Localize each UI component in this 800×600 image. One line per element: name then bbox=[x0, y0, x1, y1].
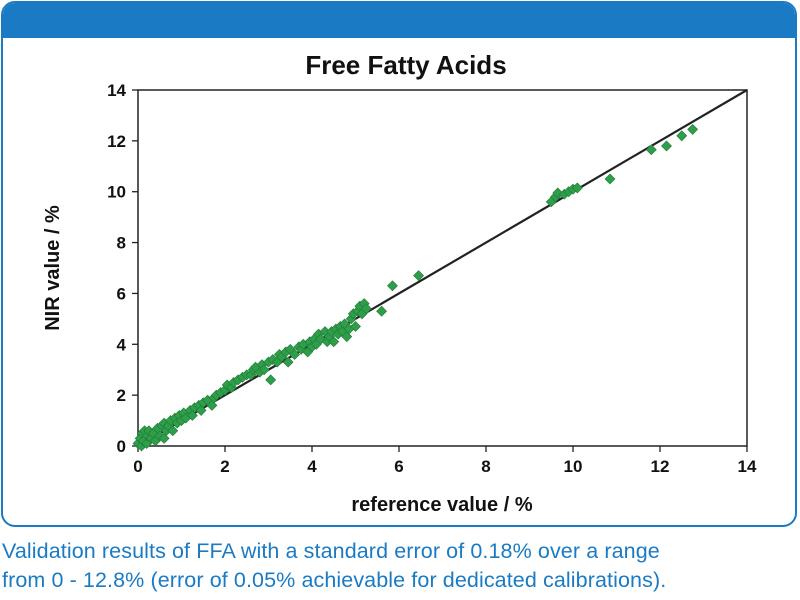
data-point bbox=[282, 356, 294, 368]
x-tick-label: 12 bbox=[651, 457, 670, 476]
x-axis-label: reference value / % bbox=[351, 494, 532, 516]
data-point bbox=[350, 321, 361, 332]
data-point bbox=[258, 364, 270, 376]
caption-line-1: Validation results of FFA with a standar… bbox=[2, 539, 660, 563]
data-point bbox=[687, 123, 699, 135]
x-tick-label: 8 bbox=[481, 457, 490, 476]
chart-frame bbox=[1, 1, 797, 527]
y-tick-label: 10 bbox=[107, 183, 126, 202]
data-point bbox=[328, 336, 340, 348]
data-point bbox=[376, 305, 388, 317]
data-point bbox=[645, 144, 657, 156]
x-tick-label: 0 bbox=[133, 457, 142, 476]
data-point bbox=[206, 399, 218, 411]
y-axis-label: NIR value / % bbox=[42, 205, 64, 331]
plot-area bbox=[137, 89, 748, 447]
data-point bbox=[265, 374, 277, 386]
x-tick-label: 2 bbox=[220, 457, 229, 476]
x-tick-label: 14 bbox=[738, 457, 757, 476]
data-point bbox=[360, 303, 372, 315]
y-tick-label: 6 bbox=[117, 284, 126, 303]
x-tick-label: 6 bbox=[394, 457, 403, 476]
reference-line bbox=[137, 89, 748, 447]
scatter-chart: Free Fatty Acids 0 2 4 6 8 10 12 14 0 2 4 6 8 10 12 14… bbox=[42, 50, 757, 516]
data-point bbox=[413, 270, 424, 282]
y-tick-label: 8 bbox=[117, 234, 126, 253]
y-tick-label: 2 bbox=[117, 386, 126, 405]
data-points bbox=[132, 123, 699, 452]
data-point bbox=[676, 130, 688, 142]
caption-line-2: from 0 - 12.8% (error of 0.05% achievabl… bbox=[2, 568, 667, 592]
y-axis: 0 2 4 6 8 10 12 14 bbox=[107, 81, 138, 456]
data-point bbox=[167, 425, 179, 437]
data-point bbox=[387, 280, 398, 292]
figure-caption: Validation results of FFA with a standar… bbox=[2, 537, 798, 595]
y-tick-label: 0 bbox=[117, 437, 126, 456]
data-point bbox=[571, 182, 583, 194]
chart-title: Free Fatty Acids bbox=[305, 50, 506, 80]
data-point bbox=[158, 432, 170, 444]
x-axis: 0 2 4 6 8 10 12 14 bbox=[133, 446, 757, 476]
y-tick-label: 4 bbox=[117, 335, 127, 354]
x-tick-label: 4 bbox=[307, 457, 317, 476]
x-tick-label: 10 bbox=[564, 457, 583, 476]
y-tick-label: 12 bbox=[107, 132, 126, 151]
header-bar bbox=[3, 3, 795, 38]
data-point bbox=[289, 349, 301, 360]
data-point bbox=[195, 404, 207, 416]
data-point bbox=[186, 410, 198, 421]
y-tick-label: 14 bbox=[107, 81, 126, 100]
data-point bbox=[604, 173, 616, 185]
data-point bbox=[661, 140, 672, 152]
data-point bbox=[341, 331, 353, 343]
